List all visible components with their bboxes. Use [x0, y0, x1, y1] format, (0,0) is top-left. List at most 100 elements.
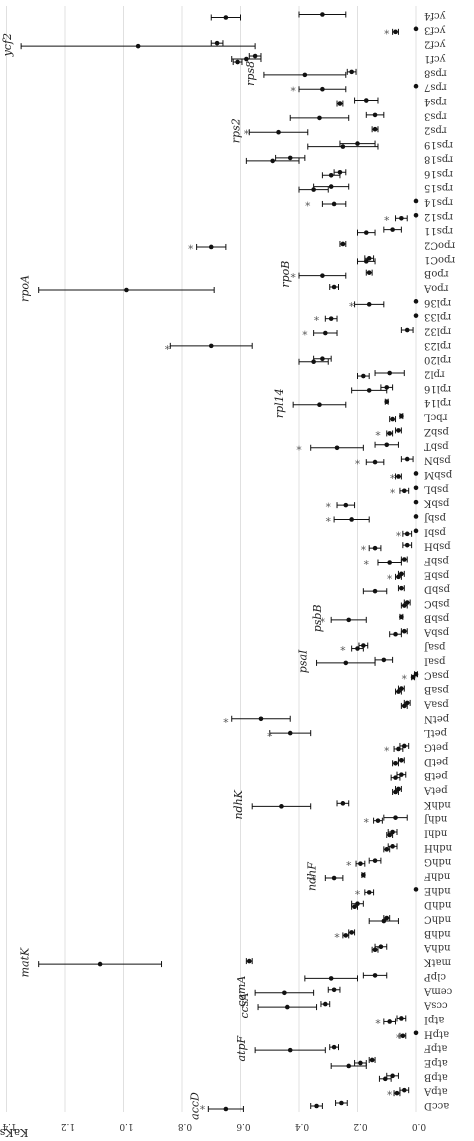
- point-petB-1: [393, 775, 398, 780]
- gene-label-petB: petB: [424, 770, 448, 781]
- tick-label-1.4: 1.4: [2, 1121, 17, 1131]
- gene-label-rpl33: rpl33: [424, 311, 451, 322]
- significance-star-ndhJ: *: [363, 812, 369, 825]
- gene-label-rpl23: rpl23: [424, 340, 451, 351]
- point-cemA-1: [282, 990, 287, 996]
- point-ndhC-0: [384, 915, 390, 921]
- gene-label-cemA: cemA: [423, 985, 452, 996]
- point-psbD-1: [372, 588, 378, 594]
- point-rps19-0: [355, 141, 360, 146]
- point-clpP-0: [372, 973, 378, 978]
- tick-label-1.2: 1.2: [61, 1121, 75, 1131]
- gene-label-psbE: psbE: [424, 569, 449, 580]
- point-petD-0: [399, 757, 404, 763]
- point-psbF-0: [402, 557, 407, 562]
- gene-label-ndhA: ndhA: [423, 942, 450, 953]
- point-rpl16-1: [366, 388, 372, 393]
- point-atpH-1: [400, 1033, 406, 1039]
- point-psbZ-1: [387, 431, 392, 436]
- gene-label-rps16: rps16: [424, 168, 453, 179]
- gene-label-psbA: psbA: [423, 627, 449, 638]
- point-rps4-0: [363, 98, 369, 103]
- point-ndhD-1: [352, 904, 357, 910]
- significance-star-ycf3: *: [384, 23, 390, 36]
- point-ycf2-0: [214, 40, 220, 46]
- gene-label-petL: petL: [424, 727, 447, 738]
- point-rps14-1: [331, 201, 337, 207]
- point-rpoA-1: [124, 287, 129, 293]
- gene-label-atpI: atpI: [424, 1014, 444, 1025]
- gene-label-petG: petG: [424, 741, 448, 752]
- tick-label-0.6: 0.6: [236, 1121, 251, 1131]
- significance-star-psbH: *: [360, 540, 366, 553]
- point-rps18-1: [270, 158, 275, 164]
- significance-star-ndhG: *: [345, 855, 351, 868]
- significance-star-psbN: *: [354, 454, 360, 467]
- point-rpl14-1: [317, 402, 322, 408]
- point-psbJ-1: [349, 517, 354, 522]
- gene-label-atpE: atpE: [424, 1057, 448, 1068]
- point-ycf2-1: [135, 43, 141, 49]
- point-ndhJ-0: [393, 815, 398, 820]
- point-rps7-0: [413, 83, 419, 89]
- annotation-cemA: cemA: [235, 976, 248, 1007]
- tick-label-0.0: 0.0: [412, 1121, 427, 1131]
- point-rps16-1: [328, 172, 334, 178]
- gene-label-psaJ: psaJ: [424, 641, 446, 652]
- axis-label-kaks: KaKs: [0, 1126, 28, 1139]
- gene-label-psbF: psbF: [424, 555, 449, 566]
- point-psbK-0: [413, 499, 419, 505]
- gene-label-rpoB: rpoB: [424, 268, 449, 279]
- point-rps19-1: [340, 144, 346, 149]
- gene-label-ndhB: ndhB: [424, 928, 451, 939]
- point-rps8-0: [349, 69, 354, 75]
- point-rps11-0: [390, 227, 395, 232]
- point-rps2-0: [372, 126, 378, 132]
- gene-label-psbC: psbC: [424, 598, 450, 609]
- point-psbH-0: [404, 542, 410, 548]
- gene-label-rps15: rps15: [424, 182, 453, 193]
- point-rps7-1: [320, 86, 325, 92]
- gene-label-psaC: psaC: [424, 670, 449, 681]
- point-psbZ-0: [396, 428, 401, 433]
- gene-label-accD: accD: [424, 1100, 449, 1111]
- significance-star-rpoB: *: [290, 267, 296, 280]
- gene-label-ccsA: ccsA: [423, 1000, 447, 1011]
- point-psaI-1: [343, 660, 349, 666]
- point-rpoA-0: [331, 284, 337, 290]
- point-rps4-1: [337, 101, 343, 106]
- significance-star-ndhE: *: [354, 884, 360, 897]
- point-rpl2-1: [361, 373, 366, 379]
- point-atpI-1: [387, 1019, 392, 1024]
- point-matK-0: [246, 958, 252, 964]
- annotation-rps2: rps2: [229, 118, 242, 143]
- point-psbA-1: [393, 631, 398, 637]
- gene-label-psbI: psbI: [424, 526, 446, 537]
- gene-label-psbJ: psbJ: [424, 512, 446, 523]
- point-psbB-0: [399, 614, 404, 620]
- point-ccsA-1: [285, 1004, 290, 1010]
- point-psaA-1: [402, 703, 407, 709]
- point-rps15-0: [328, 184, 334, 189]
- point-accD-1: [314, 1103, 319, 1109]
- gene-label-psaA: psaA: [423, 698, 448, 709]
- gene-labels: accD atpA atpB atpE atpF atpH atpI ccsA cemA clpP…: [423, 10, 455, 1111]
- gene-label-rps4: rps4: [424, 96, 447, 107]
- significance-star-rpoC2: *: [188, 238, 194, 251]
- significance-star-psbT: *: [296, 439, 302, 452]
- point-petN-0: [258, 716, 264, 722]
- point-ndhI-1: [387, 832, 392, 838]
- point-ndhE-1: [366, 890, 372, 895]
- gene-label-atpH: atpH: [424, 1028, 449, 1039]
- annotation-ndhF: ndhF: [305, 862, 318, 891]
- gene-label-ndhF: ndhF: [424, 871, 450, 882]
- annotation-rps8: rps8: [244, 61, 257, 86]
- gene-label-psaI: psaI: [424, 655, 445, 666]
- point-rpoC1-1: [363, 259, 369, 264]
- annotation-ccsA: ccsA: [238, 993, 251, 1019]
- annotation-ycf2: ycf2: [1, 33, 14, 57]
- point-rpl14-0: [384, 399, 390, 405]
- gene-label-rps2: rps2: [424, 125, 447, 136]
- point-rpl33-0: [413, 313, 419, 318]
